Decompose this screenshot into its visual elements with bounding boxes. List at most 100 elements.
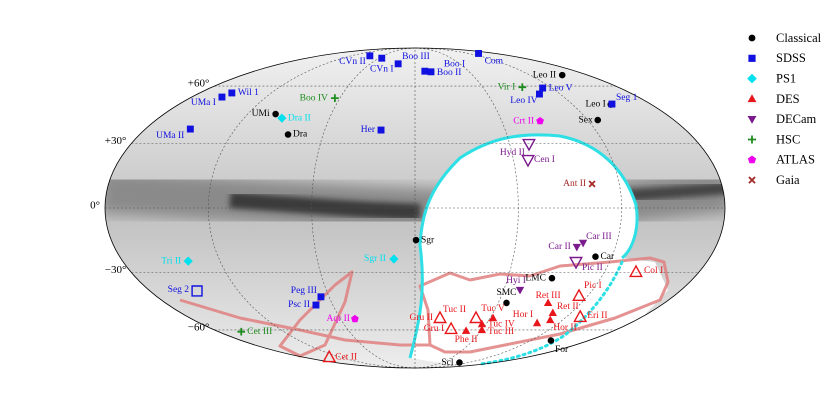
marker <box>503 299 510 307</box>
point-label: Sgr II <box>364 254 386 264</box>
point-label: Leo V <box>549 83 573 93</box>
marker <box>573 309 588 323</box>
marker <box>475 49 483 57</box>
y-tick-label: +30° <box>105 135 127 147</box>
des-footprint-outline <box>179 256 670 358</box>
point-label: Pic I <box>584 281 602 291</box>
marks: Leo II Leo I Sex UMi Dra Sgr Car LMC SMC For Scl CV… <box>156 49 663 368</box>
point-label: Pic II <box>582 263 603 273</box>
grid-line <box>414 47 519 369</box>
y-tick-label: 0° <box>90 200 100 212</box>
grid-line <box>311 47 416 369</box>
marker <box>366 52 374 60</box>
marker <box>536 117 544 125</box>
marker <box>477 325 487 334</box>
marker <box>183 256 193 266</box>
marker <box>578 239 588 248</box>
point-label: Ret II <box>557 302 579 312</box>
marker <box>629 264 643 278</box>
marker <box>522 138 536 152</box>
point-label: Vir I <box>498 82 516 92</box>
marker <box>488 313 498 322</box>
marker <box>747 155 757 164</box>
point-label: Hor II <box>553 323 576 333</box>
marker <box>351 314 359 323</box>
y-tick-label: +60° <box>188 78 210 90</box>
marker <box>389 254 399 264</box>
marker <box>461 326 471 334</box>
point-label: Dra <box>293 130 308 140</box>
point-label: Cet III <box>247 327 272 337</box>
point-label: Tuc V <box>481 304 505 314</box>
marker <box>331 94 339 102</box>
marker <box>521 154 535 168</box>
point-label: CVn I <box>370 64 394 74</box>
marker <box>191 285 203 297</box>
marker <box>748 176 756 184</box>
marker <box>218 93 226 101</box>
marker <box>433 310 447 324</box>
point-label: Boo III <box>402 52 430 62</box>
marker <box>548 308 558 317</box>
marker <box>608 100 616 108</box>
legend-label: HSC <box>776 132 800 146</box>
marker <box>594 116 602 124</box>
point-label: Wil 1 <box>238 88 259 98</box>
marker <box>543 298 553 307</box>
point-label: Hyd II <box>500 148 525 158</box>
marker <box>317 293 325 301</box>
sky-boundary <box>104 47 726 369</box>
point-label: Tri II <box>161 256 181 266</box>
point-label: LMC <box>525 273 546 283</box>
marker <box>547 337 555 344</box>
marker <box>572 288 586 301</box>
point-label: Seg 1 <box>616 93 638 103</box>
point-label: Leo I <box>585 100 605 110</box>
point-label: SMC <box>496 288 516 298</box>
legend-label: Gaia <box>776 173 800 187</box>
marker <box>277 113 287 123</box>
point-label: For <box>555 345 569 355</box>
marker <box>748 34 756 42</box>
point-label: Boo IV <box>300 93 328 103</box>
marker <box>322 349 337 363</box>
legend-label: PS1 <box>776 71 796 85</box>
marker <box>186 125 194 133</box>
point-label: Phe II <box>455 335 478 345</box>
marker <box>518 83 527 92</box>
point-label: UMa I <box>191 98 216 108</box>
point-label: Gru II <box>410 313 433 323</box>
grid-line <box>414 47 623 369</box>
point-label: Ant II <box>563 179 586 189</box>
marker <box>394 60 402 68</box>
point-label: Her <box>361 125 376 135</box>
marker <box>312 301 320 309</box>
legend-label: SDSS <box>776 51 806 65</box>
marker <box>548 274 556 282</box>
marker <box>421 67 429 75</box>
point-label: Tuc IV <box>488 319 515 329</box>
grid: +60° +30° 0° −30° −60° <box>90 47 725 369</box>
marker <box>427 68 435 76</box>
point-label: Com <box>485 57 504 67</box>
marker <box>747 94 757 103</box>
point-label: Leo II <box>533 70 556 80</box>
marker <box>284 131 292 138</box>
point-label: CVn II <box>339 57 366 67</box>
legend-label: DES <box>776 92 800 106</box>
point-label: Seg 2 <box>168 285 190 295</box>
point-label: Cet II <box>335 352 357 362</box>
point-label: Gru I <box>424 324 444 334</box>
point-label: Car II <box>548 242 570 252</box>
marker <box>515 286 525 295</box>
marker <box>558 71 566 79</box>
ps1-footprint-outline-dotted <box>478 260 624 366</box>
point-label: Aqr II <box>326 314 349 324</box>
marker <box>412 236 420 244</box>
marker <box>747 135 757 144</box>
marker <box>237 327 246 336</box>
marker <box>546 315 555 324</box>
point-label: Leo IV <box>510 96 537 106</box>
marker <box>572 243 582 252</box>
